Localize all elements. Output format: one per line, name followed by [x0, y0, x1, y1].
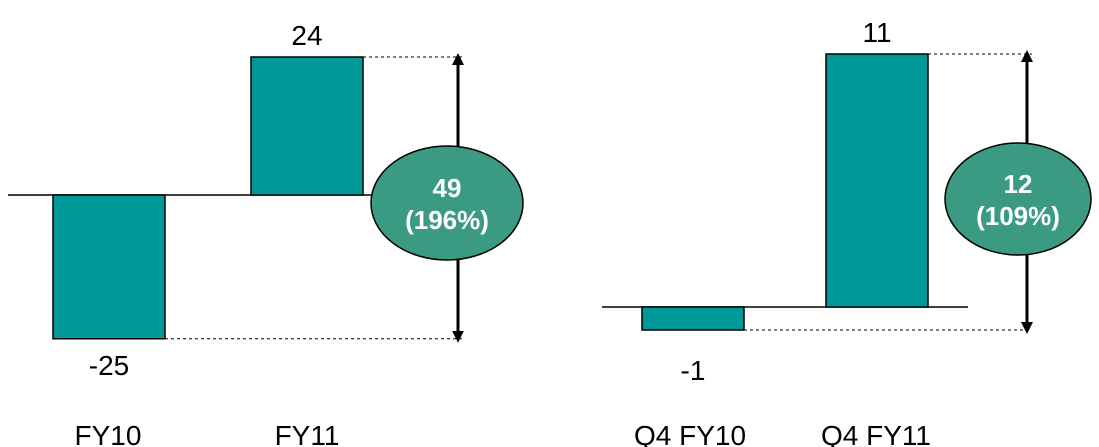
quarterly-difference-percent: (109%) — [976, 201, 1060, 231]
quarterly-bar-q4-fy11 — [825, 53, 929, 308]
annual-category-label: FY10 — [75, 420, 142, 447]
quarterly-category-label: Q4 FY11 — [821, 420, 931, 447]
annual-category-label: FY11 — [275, 420, 340, 447]
annual-difference-value: 49 — [433, 173, 462, 203]
quarterly-difference-bubble — [944, 142, 1092, 256]
annual-value-label: -25 — [89, 350, 129, 381]
chart-quarterly: -1 Q4 FY10 11 Q4 FY11 12(109%) — [602, 17, 1092, 447]
quarterly-bar-q4-fy10 — [641, 306, 745, 331]
annual-difference-bubble — [370, 145, 524, 261]
annual-bar-fy10 — [52, 194, 166, 340]
annual-value-label: 24 — [291, 20, 322, 51]
quarterly-difference-value: 12 — [1004, 169, 1033, 199]
quarterly-value-label: -1 — [681, 355, 706, 386]
annual-difference-percent: (196%) — [405, 205, 489, 235]
quarterly-category-label: Q4 FY10 — [634, 420, 746, 447]
chart-annual: -25 FY10 24 FY11 49(196%) — [8, 20, 524, 447]
annual-bar-fy11 — [250, 56, 364, 196]
quarterly-value-label: 11 — [862, 17, 891, 48]
